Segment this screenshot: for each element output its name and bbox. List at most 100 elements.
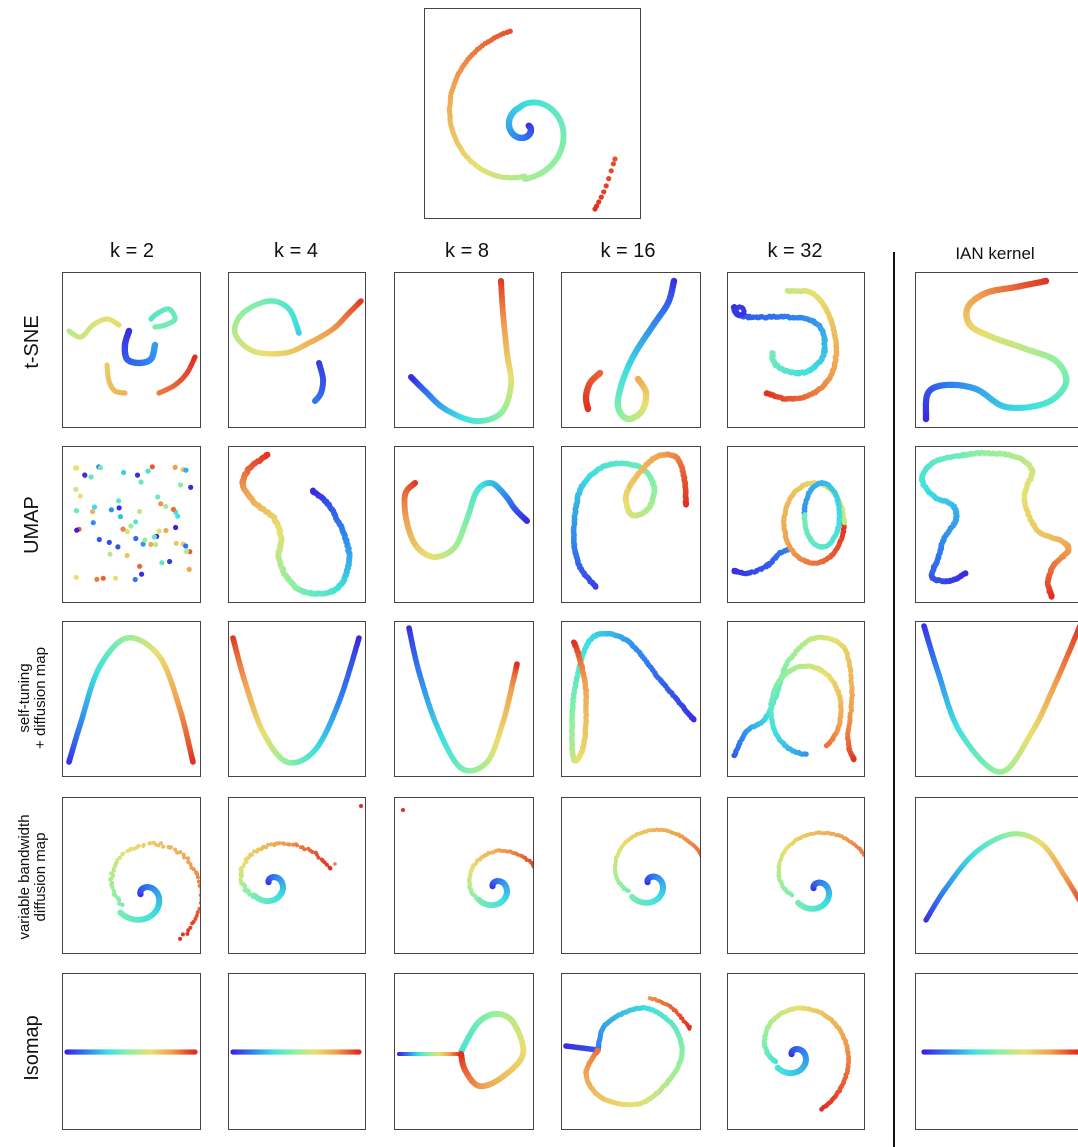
embedding-point: [138, 479, 144, 485]
embedding-point: [107, 551, 113, 557]
panel-tsne-k8: [394, 272, 534, 428]
embedding-point: [173, 847, 178, 852]
embedding-point: [531, 864, 533, 869]
embedding-point: [795, 899, 802, 906]
embedding-points: [66, 306, 198, 396]
embedding-point: [922, 415, 930, 423]
embedding-points: [239, 451, 353, 597]
embedding-plot: [731, 634, 857, 763]
embedding-point: [136, 843, 141, 848]
embedding-point: [74, 465, 80, 471]
embedding-point: [167, 558, 173, 565]
embedding-plot: [776, 830, 864, 912]
embedding-points: [570, 451, 690, 590]
embedding-point: [601, 189, 607, 195]
embedding-points: [612, 827, 700, 906]
row-label-isomap: Isomap: [21, 1015, 43, 1081]
embedding-point: [77, 493, 83, 499]
embedding-point: [112, 575, 119, 581]
row-label-tsne: t-SNE: [21, 315, 43, 369]
embedding-plot: [408, 278, 515, 425]
embedding-point: [188, 862, 193, 867]
embedding-point: [193, 916, 198, 921]
embedding-point: [136, 508, 143, 515]
embedding-point: [188, 484, 194, 490]
embedding-point: [802, 512, 808, 518]
embedding-point: [823, 743, 829, 749]
embedding-point: [515, 852, 520, 857]
embedding-point: [145, 468, 151, 474]
embedding-points: [230, 635, 362, 766]
panel-vbdm-ian: [915, 797, 1078, 954]
embedding-point: [185, 856, 190, 861]
embedding-point: [196, 879, 200, 884]
embedding-points: [918, 449, 1072, 600]
embedding-point: [100, 575, 106, 581]
embedding-points: [230, 1049, 362, 1055]
embedding-points: [922, 277, 1070, 423]
embedding-point: [302, 847, 307, 852]
embedding-point: [612, 156, 618, 162]
embedding-point: [116, 505, 122, 511]
row-label-self-tuning-line2: + diffusion map: [32, 647, 49, 749]
embedding-plot: [582, 277, 678, 423]
embedding-point: [133, 519, 139, 525]
row-label-umap: UMAP: [21, 496, 43, 554]
embedding-point: [151, 534, 158, 540]
embedding-point: [962, 570, 969, 576]
embedding-plot: [922, 277, 1070, 423]
embedding-point: [264, 845, 268, 850]
embedding-point: [507, 28, 513, 34]
embedding-point: [132, 576, 138, 583]
panel-tsne-k32: [727, 272, 865, 428]
column-label-k8: k = 8: [445, 240, 489, 262]
embedding-point: [198, 885, 200, 889]
embedding-point: [571, 639, 577, 645]
panel-isomap-k4: [228, 973, 366, 1130]
embedding-plot: [230, 1049, 362, 1055]
embedding-point: [117, 901, 122, 906]
embedding-plot: [568, 630, 697, 764]
reference-spiral-points: [446, 28, 618, 212]
reference-spiral-plot: [446, 28, 618, 212]
embedding-point: [175, 850, 180, 855]
embedding-plot: [731, 479, 847, 577]
embedding-point: [401, 808, 405, 812]
embedding-points: [73, 464, 194, 583]
embedding-point: [851, 757, 857, 763]
embedding-point: [180, 932, 185, 937]
embedding-point: [524, 518, 530, 524]
embedding-point: [173, 540, 179, 546]
panel-umap-k4: [228, 446, 366, 603]
embedding-point: [333, 862, 337, 866]
embedding-point: [310, 487, 316, 494]
embedding-point: [122, 390, 128, 396]
embedding-point: [97, 465, 104, 471]
embedding-point: [195, 910, 200, 915]
panel-stdm-k4: [228, 621, 366, 777]
embedding-point: [156, 528, 162, 534]
embedding-point: [190, 759, 196, 765]
embedding-point: [115, 858, 120, 863]
embedding-point: [182, 855, 187, 860]
embedding-plot: [66, 306, 198, 396]
embedding-point: [148, 541, 154, 547]
embedding-plot: [108, 840, 200, 941]
embedding-plot: [230, 635, 362, 766]
embedding-point: [116, 498, 122, 504]
panel-umap-k2: [62, 446, 201, 603]
embedding-point: [73, 508, 79, 514]
embedding-point: [190, 921, 195, 926]
embedding-point: [324, 862, 329, 867]
embedding-point: [178, 936, 183, 941]
embedding-point: [282, 842, 287, 846]
embedding-points: [108, 840, 200, 941]
embedding-point: [115, 896, 120, 901]
embedding-point: [158, 841, 163, 846]
panel-vbdm-k4: [228, 797, 366, 954]
embedding-point: [141, 842, 146, 847]
embedding-plot: [570, 451, 690, 590]
embedding-point: [121, 469, 127, 476]
embedding-plot: [406, 625, 520, 774]
embedding-point: [356, 635, 362, 641]
